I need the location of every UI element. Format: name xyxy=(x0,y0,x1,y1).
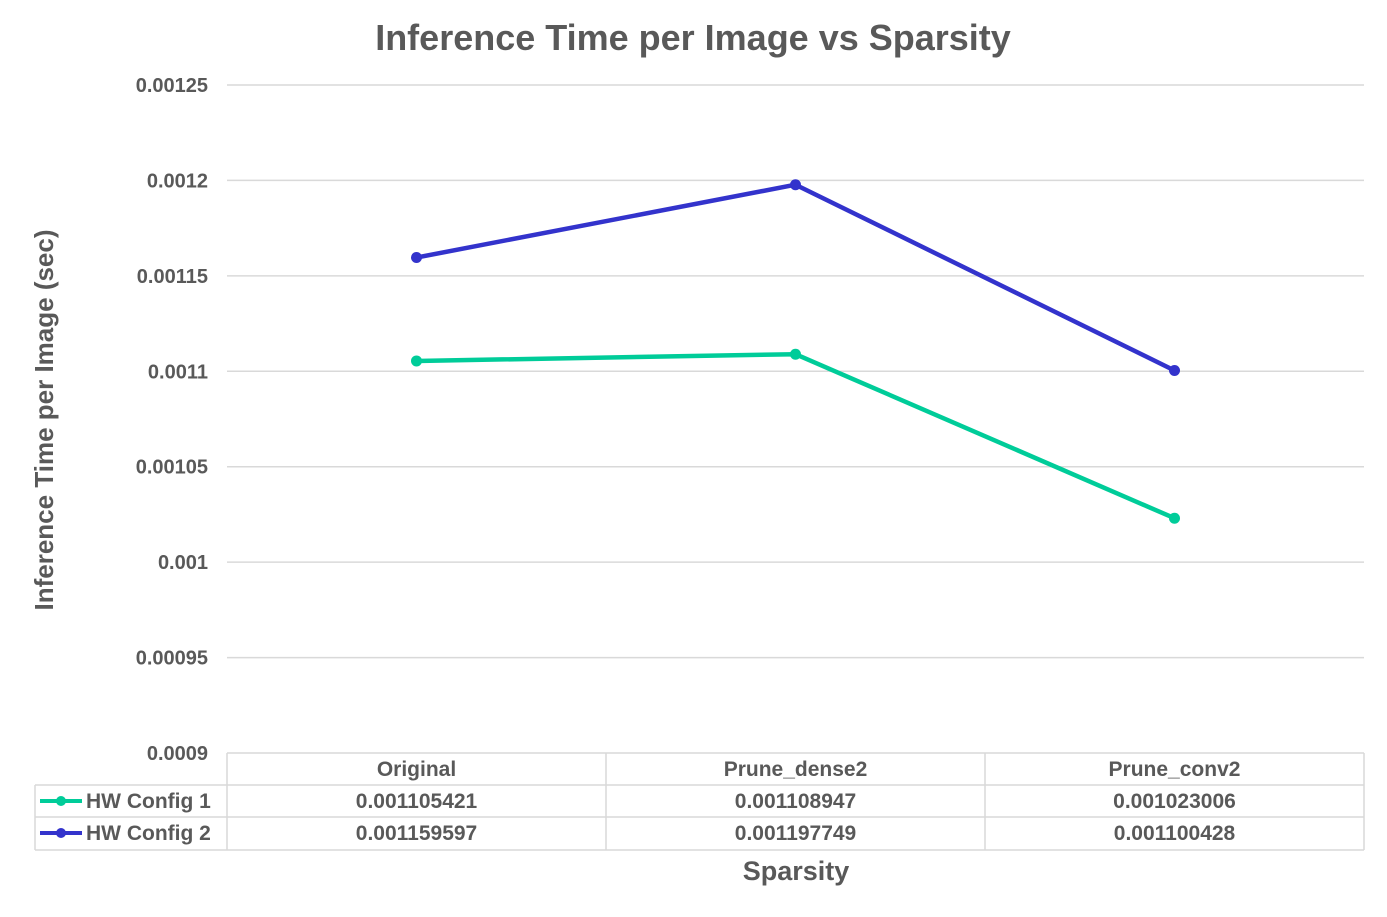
y-tick-label: 0.00095 xyxy=(136,648,208,670)
legend-marker-icon xyxy=(56,796,66,806)
y-tick-label: 0.0012 xyxy=(147,170,208,192)
data-point xyxy=(411,252,422,264)
legend-marker-icon xyxy=(56,828,66,838)
x-axis-label: Sparsity xyxy=(743,856,850,886)
data-point xyxy=(1169,512,1180,524)
x-category-label: Original xyxy=(377,758,456,781)
y-tick-label: 0.0011 xyxy=(148,361,208,383)
data-point xyxy=(1169,364,1180,376)
y-axis-label: Inference Time per Image (sec) xyxy=(29,229,59,610)
y-tick-label: 0.001 xyxy=(158,552,208,574)
data-table-value: 0.001105421 xyxy=(356,790,478,813)
y-tick-label: 0.00105 xyxy=(136,457,208,479)
data-table-value: 0.001100428 xyxy=(1114,822,1236,845)
series-line xyxy=(416,182,1176,373)
data-table-value: 0.001108947 xyxy=(735,790,856,813)
data-table-value: 0.001159597 xyxy=(356,822,477,845)
legend-label: HW Config 2 xyxy=(86,822,211,845)
data-table-value: 0.001023006 xyxy=(1113,790,1236,813)
legend-label: HW Config 1 xyxy=(86,790,211,813)
y-tick-label: 0.00125 xyxy=(136,75,208,97)
chart-title: Inference Time per Image vs Sparsity xyxy=(375,17,1011,58)
series-line xyxy=(416,351,1176,521)
data-point xyxy=(790,348,801,360)
x-category-label: Prune_conv2 xyxy=(1109,758,1241,781)
data-point xyxy=(411,355,422,367)
y-tick-label: 0.00115 xyxy=(137,266,208,288)
data-table-value: 0.001197749 xyxy=(735,822,856,845)
y-tick-label: 0.0009 xyxy=(147,743,208,765)
x-category-label: Prune_dense2 xyxy=(724,758,868,781)
data-point xyxy=(790,179,801,191)
